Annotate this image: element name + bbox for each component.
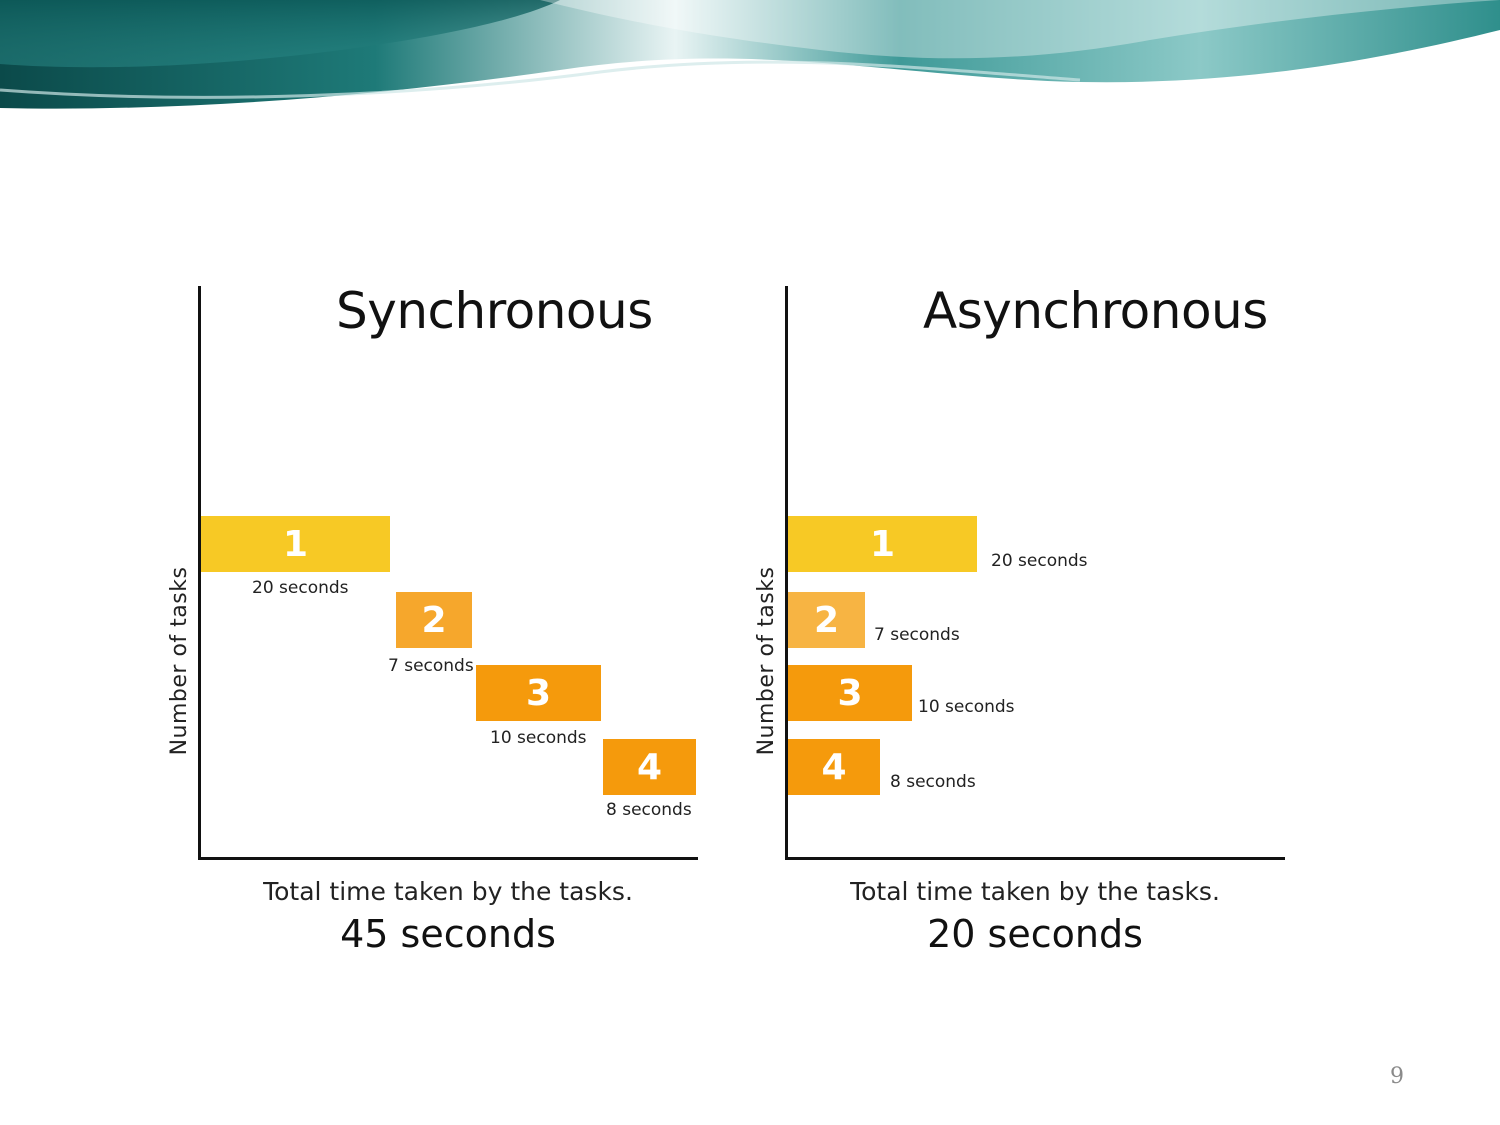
x-axis — [198, 857, 698, 860]
synchronous-title: Synchronous — [336, 282, 653, 340]
task-number: 2 — [813, 599, 840, 641]
y-axis-label: Number of tasks — [754, 566, 779, 756]
total-time: 20 seconds — [927, 912, 1143, 956]
y-axis-label: Number of tasks — [167, 566, 192, 756]
task-duration: 8 seconds — [890, 772, 976, 792]
x-axis — [785, 857, 1285, 860]
caption: Total time taken by the tasks. — [850, 877, 1220, 906]
caption: Total time taken by the tasks. — [263, 877, 633, 906]
y-axis — [198, 286, 201, 860]
task-duration: 20 seconds — [252, 578, 349, 598]
asynchronous-title: Asynchronous — [923, 282, 1268, 340]
asynchronous-panel: Asynchronous Number of tasks 1 20 second… — [754, 280, 1345, 980]
task-bar-3: 3 — [788, 665, 912, 721]
task-number: 4 — [636, 746, 663, 788]
task-number: 1 — [869, 523, 896, 565]
task-number: 1 — [282, 523, 309, 565]
y-axis — [785, 286, 788, 860]
task-number: 3 — [837, 672, 863, 714]
page-number: 9 — [1390, 1064, 1404, 1089]
task-duration: 20 seconds — [991, 551, 1088, 571]
header-wave-banner — [0, 0, 1500, 109]
task-bar-3: 3 — [476, 665, 601, 721]
task-bar-2: 2 — [396, 592, 472, 648]
task-duration: 10 seconds — [918, 697, 1015, 717]
task-duration: 10 seconds — [490, 728, 587, 748]
task-number: 3 — [525, 672, 552, 714]
task-bar-4: 4 — [603, 739, 696, 795]
task-bar-4: 4 — [788, 739, 880, 795]
task-duration: 8 seconds — [606, 800, 692, 820]
task-duration: 7 seconds — [388, 656, 474, 676]
task-bar-1: 1 — [201, 516, 390, 572]
synchronous-panel: Synchronous Number of tasks 1 20 seconds… — [167, 280, 758, 980]
task-number: 2 — [421, 599, 447, 641]
task-number: 4 — [821, 746, 847, 788]
task-duration: 7 seconds — [874, 625, 960, 645]
task-bar-2: 2 — [788, 592, 865, 648]
task-bar-1: 1 — [788, 516, 977, 572]
total-time: 45 seconds — [340, 912, 556, 956]
